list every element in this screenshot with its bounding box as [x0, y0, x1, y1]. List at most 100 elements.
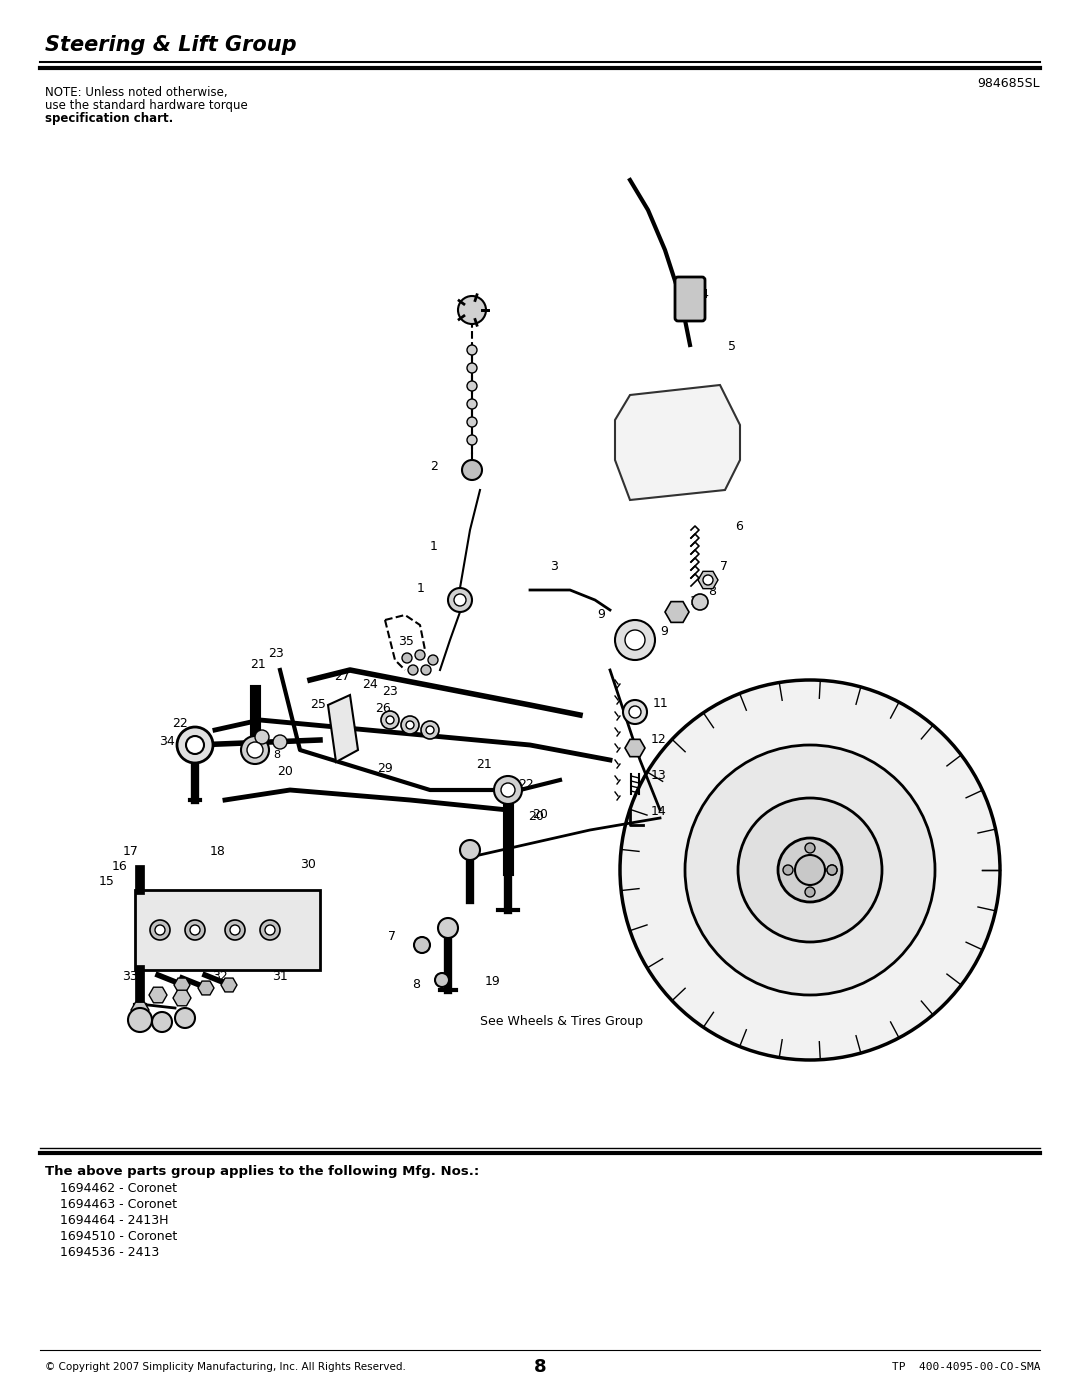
Circle shape	[426, 726, 434, 733]
Polygon shape	[328, 694, 357, 761]
Polygon shape	[135, 890, 320, 970]
Circle shape	[415, 650, 426, 659]
Circle shape	[629, 705, 642, 718]
Text: use the standard hardware torque: use the standard hardware torque	[45, 99, 247, 112]
Text: 30: 30	[300, 858, 315, 870]
Circle shape	[685, 745, 935, 995]
Circle shape	[623, 700, 647, 724]
Text: 8: 8	[273, 750, 281, 760]
Circle shape	[265, 925, 275, 935]
Circle shape	[129, 1009, 152, 1032]
Text: 16: 16	[111, 861, 127, 873]
Text: 15: 15	[99, 875, 114, 888]
Circle shape	[241, 736, 269, 764]
Circle shape	[230, 925, 240, 935]
Text: 1694510 - Coronet: 1694510 - Coronet	[60, 1229, 177, 1243]
Circle shape	[386, 717, 394, 724]
Circle shape	[458, 296, 486, 324]
FancyBboxPatch shape	[675, 277, 705, 321]
Text: 22: 22	[518, 778, 534, 791]
Text: NOTE: Unless noted otherwise,: NOTE: Unless noted otherwise,	[45, 87, 228, 99]
Text: 2: 2	[430, 460, 437, 474]
Text: 18: 18	[210, 845, 226, 858]
Circle shape	[625, 630, 645, 650]
Text: 21: 21	[249, 658, 266, 671]
Circle shape	[408, 665, 418, 675]
Circle shape	[150, 921, 170, 940]
Text: 22: 22	[172, 717, 188, 731]
Circle shape	[190, 925, 200, 935]
Text: 14: 14	[651, 805, 666, 819]
Text: TP  400-4095-00-CO-SMA: TP 400-4095-00-CO-SMA	[891, 1362, 1040, 1372]
Circle shape	[805, 842, 815, 854]
Circle shape	[805, 887, 815, 897]
Circle shape	[421, 721, 438, 739]
Circle shape	[501, 782, 515, 798]
Text: See Wheels & Tires Group: See Wheels & Tires Group	[480, 1016, 643, 1028]
Text: 24: 24	[362, 678, 378, 692]
Circle shape	[783, 865, 793, 875]
Circle shape	[703, 576, 713, 585]
Text: 34: 34	[159, 735, 175, 747]
Circle shape	[827, 865, 837, 875]
Circle shape	[448, 588, 472, 612]
Text: 10: 10	[690, 595, 706, 608]
Circle shape	[186, 736, 204, 754]
Circle shape	[467, 416, 477, 427]
Text: 19: 19	[485, 975, 501, 988]
Text: 8: 8	[708, 585, 716, 598]
Text: 3: 3	[550, 560, 558, 573]
Text: 4: 4	[700, 288, 707, 300]
Polygon shape	[615, 386, 740, 500]
Text: 13: 13	[651, 768, 666, 782]
Circle shape	[401, 717, 419, 733]
Text: 1: 1	[430, 541, 437, 553]
Text: 27: 27	[334, 671, 350, 683]
Circle shape	[620, 680, 1000, 1060]
Text: 23: 23	[268, 647, 284, 659]
Text: © Copyright 2007 Simplicity Manufacturing, Inc. All Rights Reserved.: © Copyright 2007 Simplicity Manufacturin…	[45, 1362, 406, 1372]
Text: specification chart.: specification chart.	[45, 112, 173, 124]
Text: 33: 33	[122, 970, 138, 983]
Text: 7: 7	[720, 560, 728, 573]
Circle shape	[692, 594, 708, 610]
Circle shape	[185, 921, 205, 940]
Text: 11: 11	[653, 697, 669, 710]
Circle shape	[467, 345, 477, 355]
Circle shape	[615, 620, 654, 659]
Text: 8: 8	[534, 1358, 546, 1376]
Text: 6: 6	[735, 520, 743, 534]
Circle shape	[402, 652, 411, 664]
Text: 29: 29	[377, 761, 393, 775]
Circle shape	[421, 665, 431, 675]
Text: 1694462 - Coronet: 1694462 - Coronet	[60, 1182, 177, 1194]
Circle shape	[255, 731, 269, 745]
Text: 7: 7	[388, 930, 396, 943]
Circle shape	[467, 434, 477, 446]
Circle shape	[406, 721, 414, 729]
Text: 984685SL: 984685SL	[977, 77, 1040, 89]
Text: 1694536 - 2413: 1694536 - 2413	[60, 1246, 159, 1259]
Text: 32: 32	[212, 970, 228, 983]
Text: 9: 9	[660, 624, 667, 638]
Circle shape	[454, 594, 465, 606]
Circle shape	[260, 921, 280, 940]
Circle shape	[467, 381, 477, 391]
Circle shape	[827, 865, 837, 875]
Circle shape	[795, 855, 825, 886]
Circle shape	[247, 742, 264, 759]
Circle shape	[381, 711, 399, 729]
Text: 1694464 - 2413H: 1694464 - 2413H	[60, 1214, 168, 1227]
Text: 26: 26	[375, 703, 391, 715]
Text: 12: 12	[651, 733, 666, 746]
Circle shape	[414, 937, 430, 953]
Circle shape	[778, 838, 842, 902]
Text: 25: 25	[310, 698, 326, 711]
Text: 8: 8	[411, 978, 420, 990]
Text: 20: 20	[532, 807, 548, 821]
Circle shape	[177, 726, 213, 763]
Circle shape	[273, 735, 287, 749]
Text: 23: 23	[382, 685, 397, 698]
Circle shape	[225, 921, 245, 940]
Text: 9: 9	[597, 608, 605, 622]
